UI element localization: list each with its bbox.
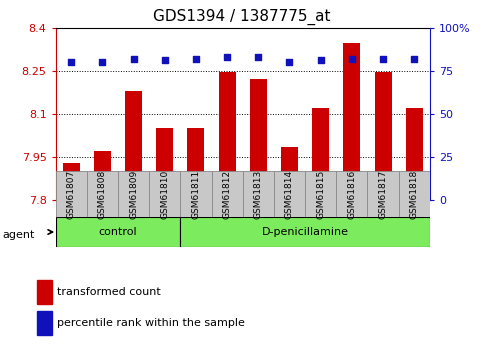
Text: percentile rank within the sample: percentile rank within the sample (57, 318, 244, 328)
Text: GSM61811: GSM61811 (191, 169, 200, 219)
Bar (368, 171, 398, 217)
Bar (56, 217, 180, 247)
Text: transformed count: transformed count (57, 287, 160, 297)
Bar (250, 79, 267, 200)
Point (129, 56, 137, 61)
Point (67, 59, 75, 65)
Point (379, 56, 387, 61)
Text: GSM61814: GSM61814 (285, 169, 294, 219)
Text: GDS1394 / 1387775_at: GDS1394 / 1387775_at (153, 9, 330, 25)
Bar (156, 128, 173, 200)
Text: GSM61810: GSM61810 (160, 169, 169, 219)
Bar (274, 171, 305, 217)
Text: GSM61812: GSM61812 (223, 169, 232, 219)
Text: GSM61809: GSM61809 (129, 169, 138, 219)
Bar (87, 171, 118, 217)
Bar (312, 108, 329, 200)
Point (348, 56, 356, 61)
Bar (281, 147, 298, 200)
Bar (149, 171, 180, 217)
Point (99, 59, 106, 65)
Bar (218, 72, 236, 200)
Point (411, 56, 418, 61)
Text: GSM61816: GSM61816 (347, 169, 356, 219)
Bar (94, 151, 111, 200)
Bar (118, 171, 149, 217)
Bar (125, 91, 142, 200)
Text: GSM61808: GSM61808 (98, 169, 107, 219)
Bar (398, 171, 430, 217)
Bar (212, 171, 242, 217)
Text: GSM61818: GSM61818 (410, 169, 419, 219)
Bar (56, 171, 87, 217)
Bar (374, 72, 392, 200)
Bar (242, 171, 274, 217)
Text: GSM61815: GSM61815 (316, 169, 325, 219)
Text: control: control (99, 227, 137, 237)
Point (317, 58, 325, 63)
Bar (38, 312, 52, 335)
Bar (343, 43, 360, 200)
Point (285, 59, 293, 65)
Bar (180, 171, 212, 217)
Point (161, 58, 169, 63)
Bar (187, 128, 204, 200)
Text: GSM61813: GSM61813 (254, 169, 263, 219)
Point (192, 56, 200, 61)
Bar (406, 108, 423, 200)
Point (255, 54, 262, 60)
Bar (63, 163, 80, 200)
Text: D-penicillamine: D-penicillamine (262, 227, 349, 237)
Point (223, 54, 231, 60)
Bar (38, 280, 52, 304)
Text: agent: agent (2, 230, 35, 240)
Text: GSM61807: GSM61807 (67, 169, 76, 219)
Text: GSM61817: GSM61817 (379, 169, 387, 219)
Bar (180, 217, 430, 247)
Bar (336, 171, 368, 217)
Bar (305, 171, 336, 217)
